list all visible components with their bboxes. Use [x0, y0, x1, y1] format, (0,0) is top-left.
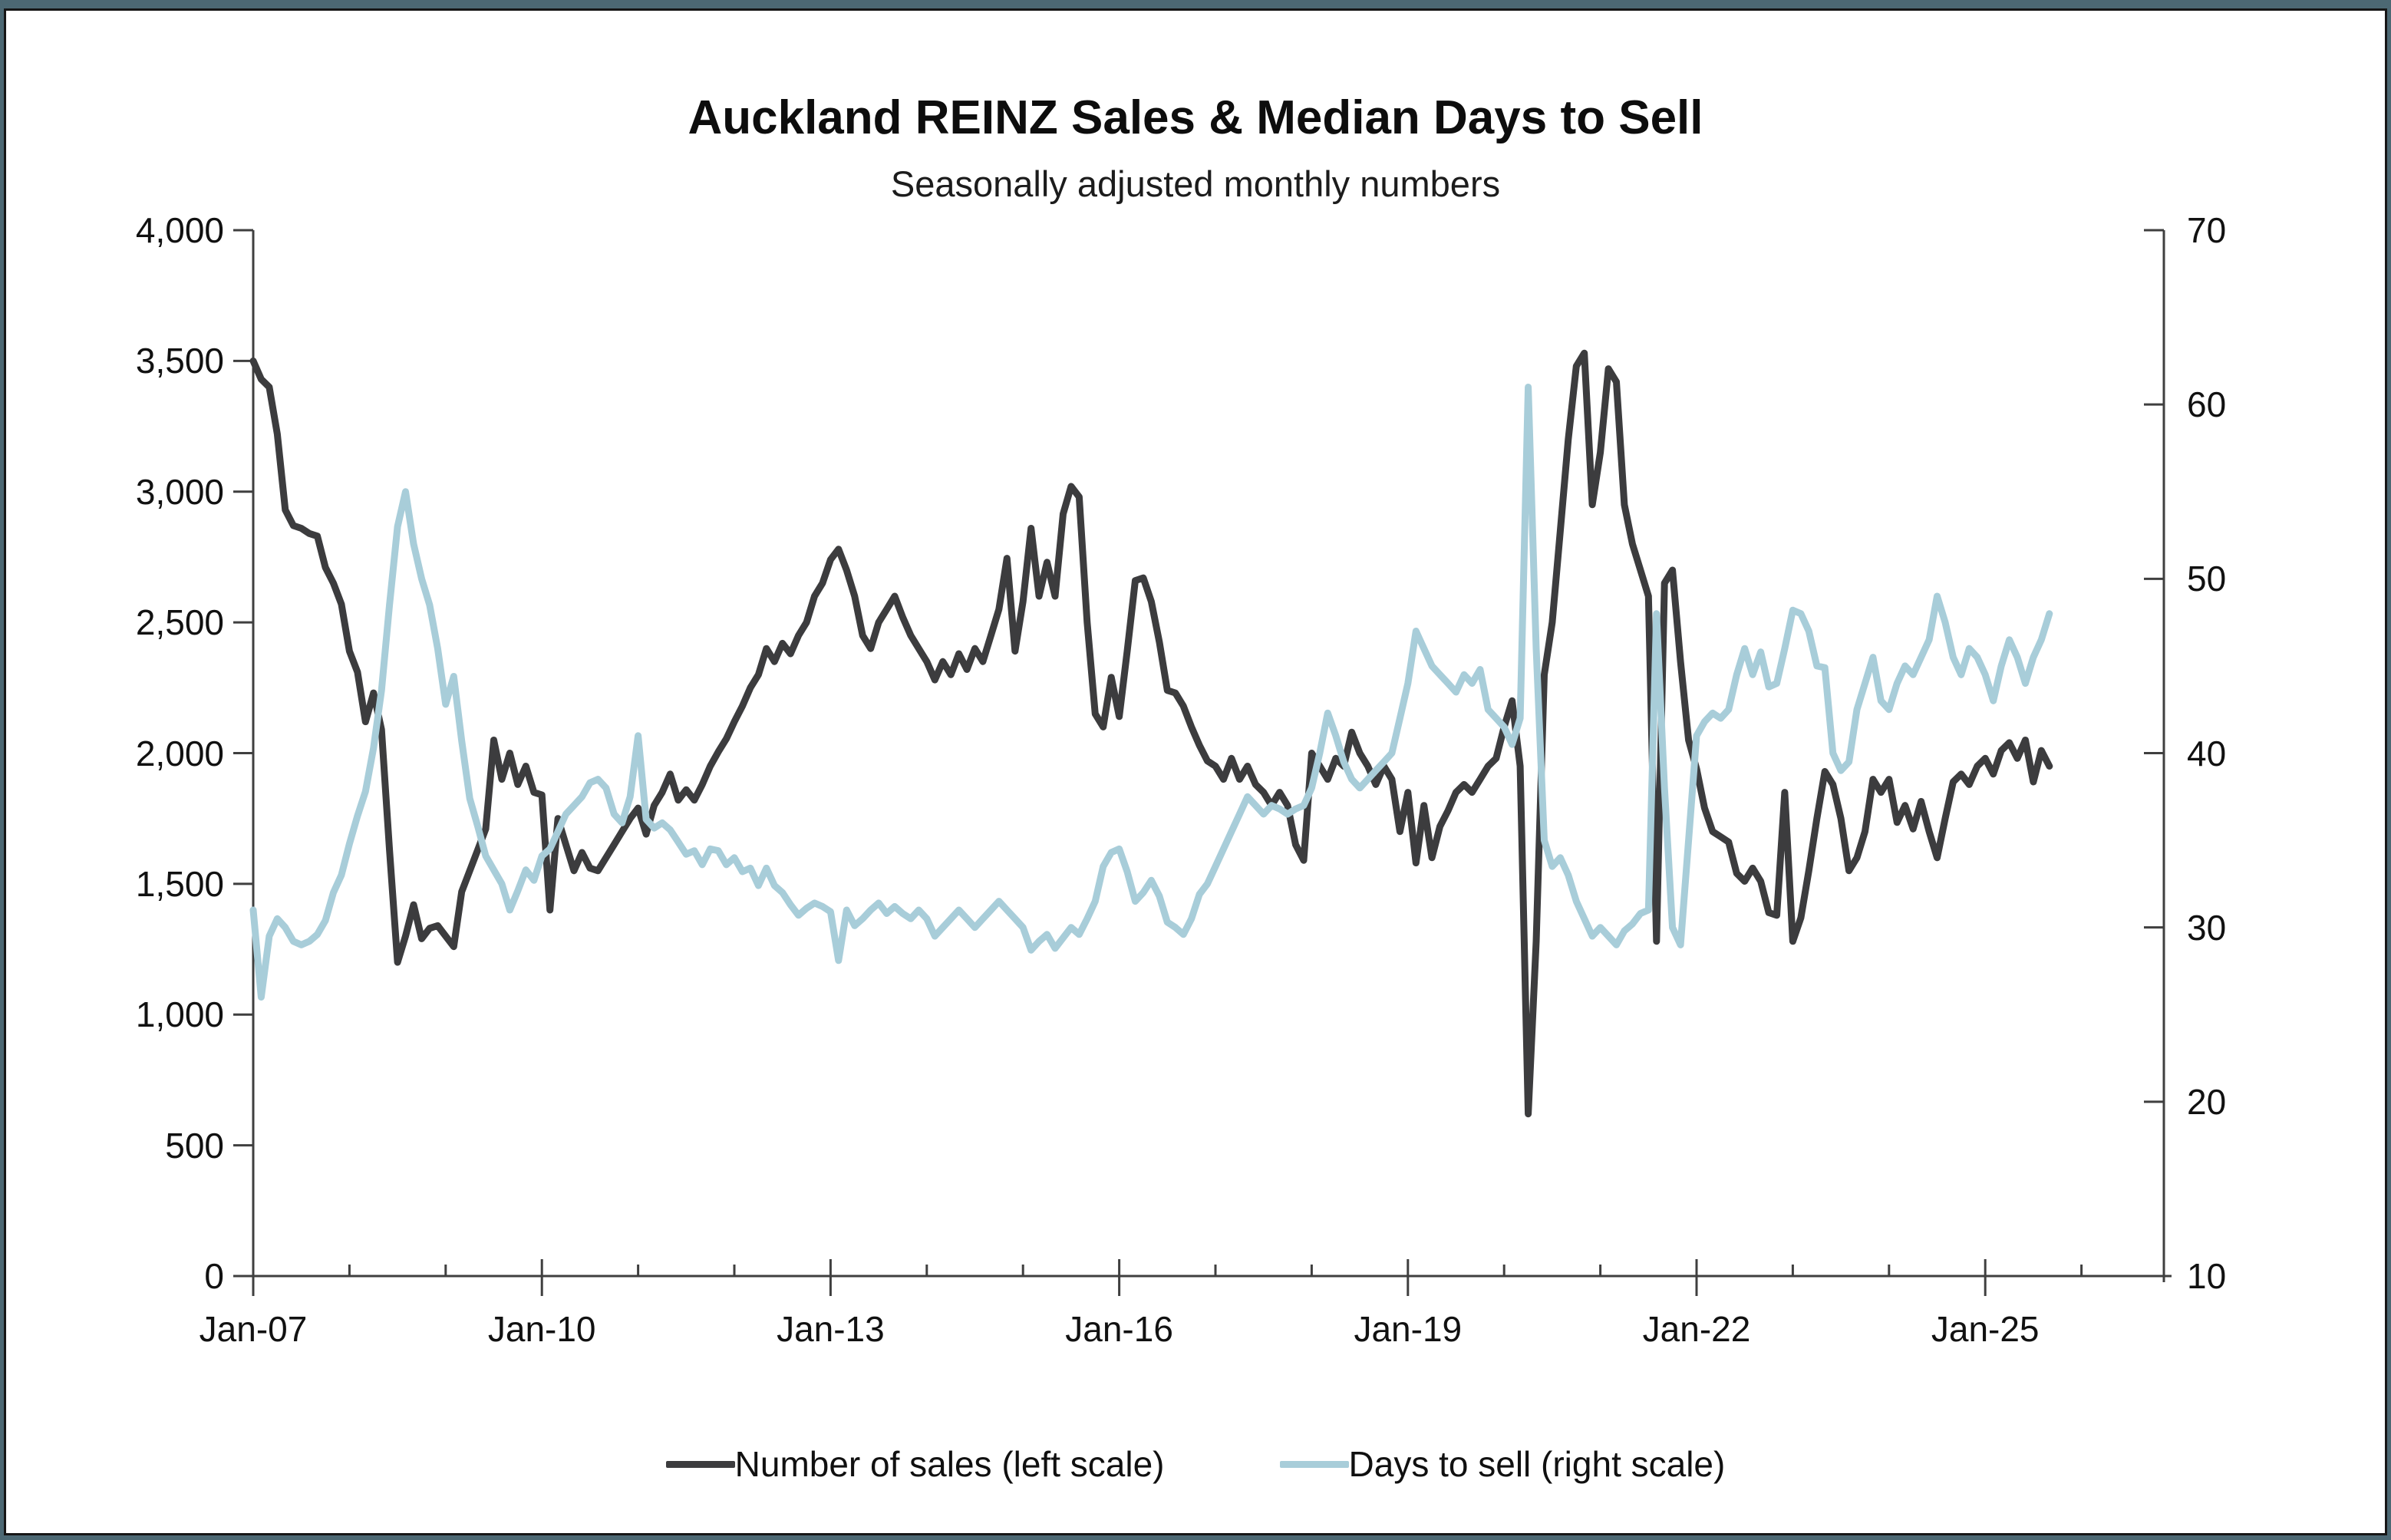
- y-right-tick-label: 50: [2187, 559, 2227, 599]
- x-tick-label: Jan-25: [1931, 1309, 2040, 1349]
- legend-item-sales: Number of sales (left scale): [665, 1443, 1165, 1485]
- x-tick-label: Jan-07: [199, 1309, 308, 1349]
- x-tick-label: Jan-19: [1354, 1309, 1463, 1349]
- x-tick-label: Jan-10: [487, 1309, 596, 1349]
- x-tick-label: Jan-22: [1642, 1309, 1751, 1349]
- y-left-tick-label: 3,500: [135, 341, 224, 381]
- legend: Number of sales (left scale) Days to sel…: [0, 1436, 2391, 1492]
- sales-line-swatch: [665, 1460, 735, 1468]
- y-left-tick-label: 2,000: [135, 733, 224, 773]
- legend-label-days: Days to sell (right scale): [1348, 1444, 1726, 1484]
- y-left-tick-label: 2,500: [135, 602, 224, 643]
- y-left-tick-label: 3,000: [135, 471, 224, 512]
- days-line-swatch: [1279, 1460, 1349, 1468]
- y-right-tick-label: 20: [2187, 1081, 2227, 1122]
- x-tick-label: Jan-13: [777, 1309, 885, 1349]
- y-right-tick-label: 40: [2187, 733, 2227, 773]
- y-left-tick-label: 500: [165, 1125, 224, 1166]
- y-right-tick-label: 10: [2187, 1256, 2227, 1296]
- y-left-tick-label: 0: [204, 1256, 224, 1296]
- y-left-tick-label: 4,000: [135, 210, 224, 250]
- chart-canvas: [4, 8, 2387, 1535]
- legend-label-sales: Number of sales (left scale): [734, 1444, 1165, 1484]
- y-right-tick-label: 60: [2187, 384, 2227, 425]
- y-left-tick-label: 1,000: [135, 994, 224, 1035]
- y-right-tick-label: 70: [2187, 210, 2227, 250]
- x-tick-label: Jan-16: [1065, 1309, 1173, 1349]
- chart-subtitle: Seasonally adjusted monthly numbers: [890, 163, 1501, 204]
- legend-item-days: Days to sell (right scale): [1279, 1443, 1726, 1485]
- y-right-tick-label: 30: [2187, 907, 2227, 948]
- y-left-tick-label: 1,500: [135, 863, 224, 904]
- chart-title: Auckland REINZ Sales & Median Days to Se…: [688, 91, 1703, 144]
